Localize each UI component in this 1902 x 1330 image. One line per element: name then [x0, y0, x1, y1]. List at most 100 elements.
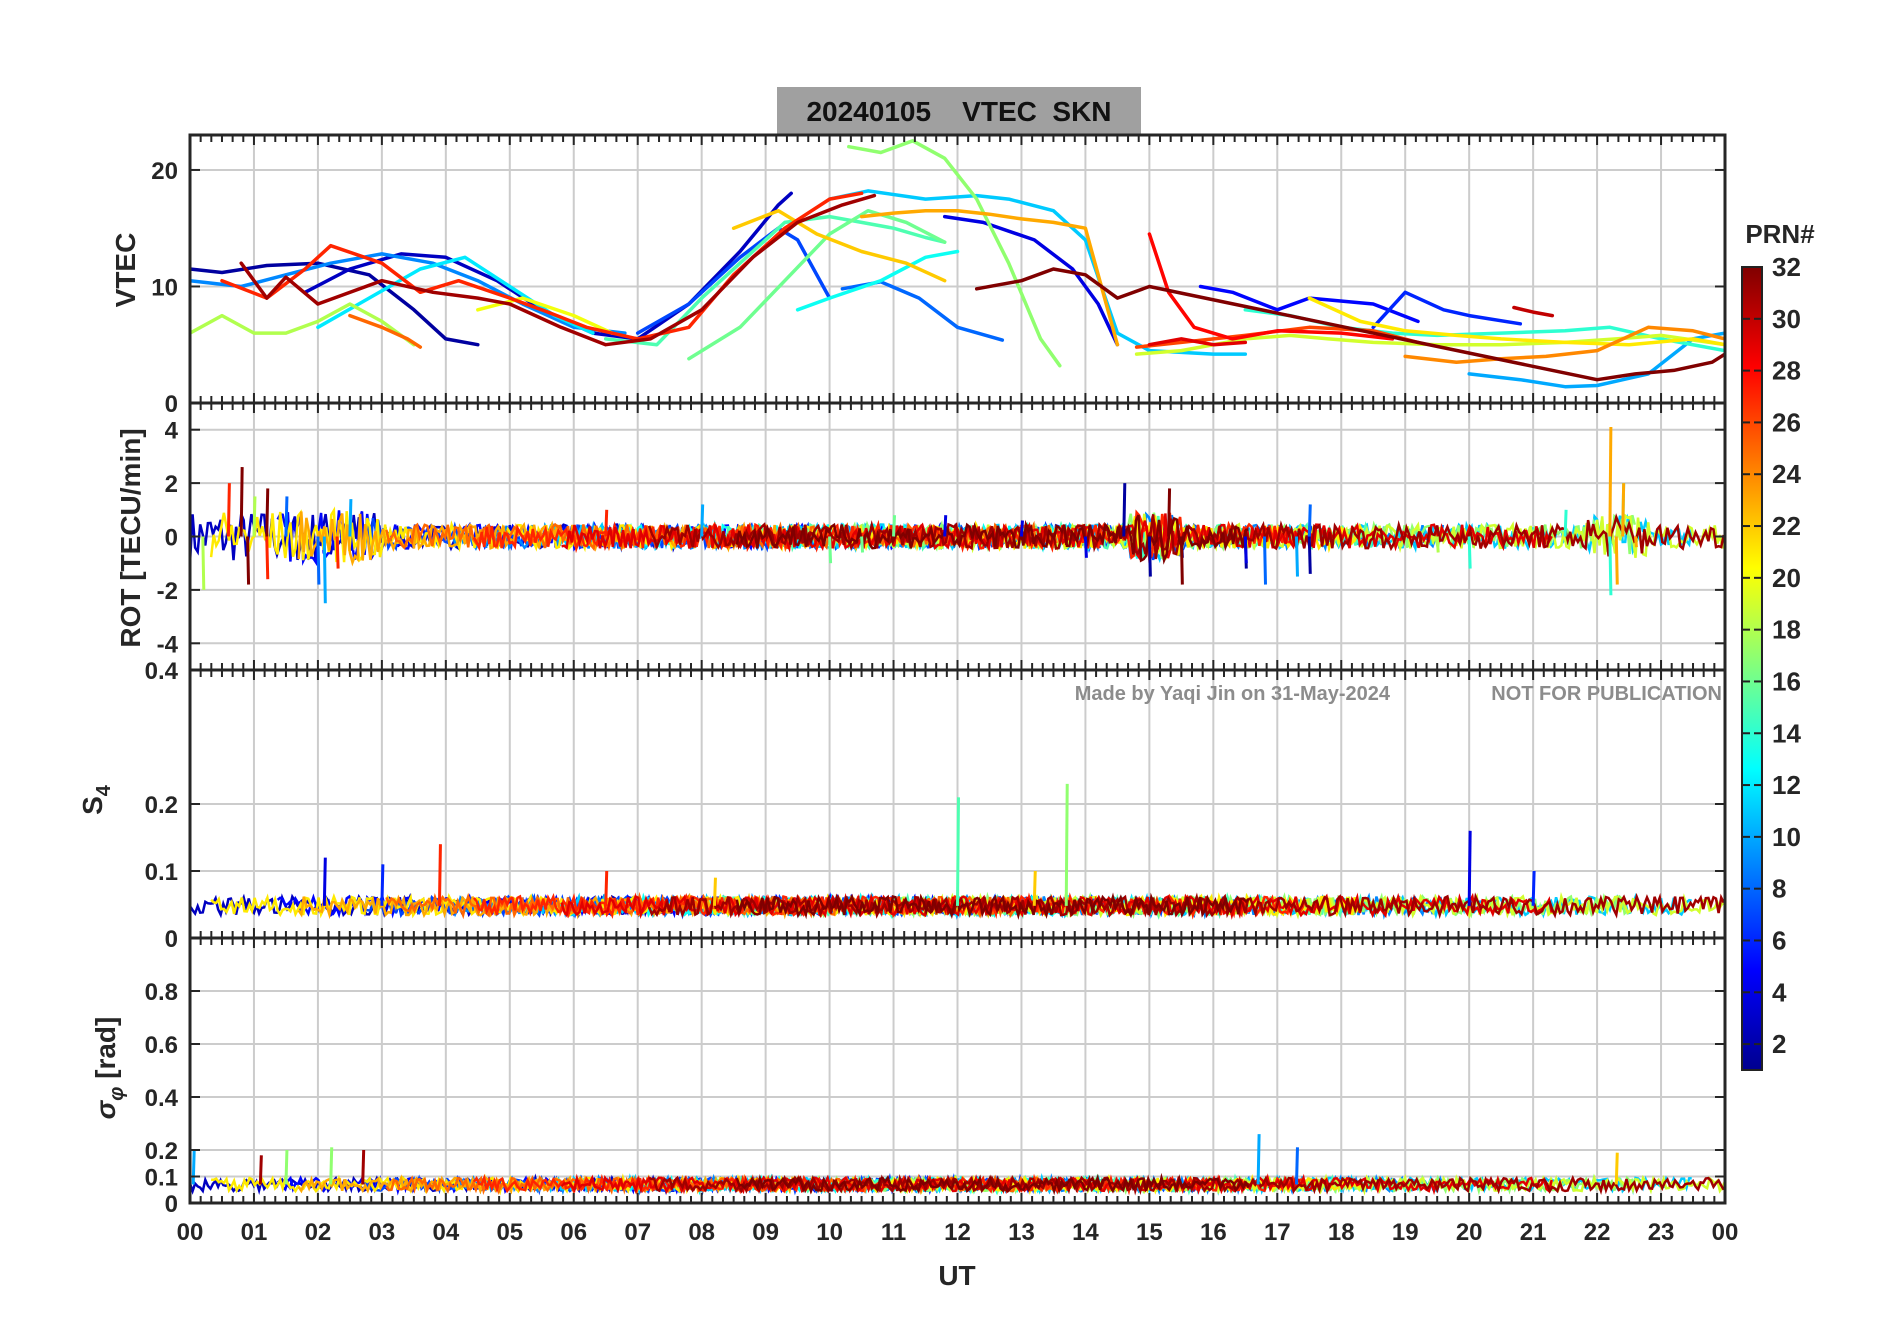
- x-tick-label: 21: [1520, 1219, 1547, 1246]
- x-tick-label: 12: [944, 1219, 971, 1246]
- rot-spike-prn-10: [700, 504, 705, 537]
- sigma_phi-spike-prn-10: [191, 1149, 196, 1185]
- y-tick-label: 0.1: [145, 859, 178, 886]
- y-tick-label: -2: [157, 578, 178, 605]
- x-tick-label: 09: [752, 1219, 779, 1246]
- rot-spike-prn-27: [265, 536, 270, 580]
- series-group: [190, 139, 1725, 389]
- x-tick-label: 23: [1648, 1219, 1675, 1246]
- sigma_phi-spike-prn-17: [284, 1149, 289, 1185]
- ylabel-s4: S4: [77, 784, 115, 815]
- x-tick-label: 10: [816, 1219, 843, 1246]
- colorbar-label: PRN#: [1745, 219, 1815, 249]
- s4-spike-prn-6: [1531, 870, 1536, 906]
- rot-spike-prn-16: [860, 536, 865, 553]
- rot-spike-prn-8: [1263, 536, 1267, 585]
- colorbar-tick-label: 26: [1772, 407, 1801, 437]
- x-tick-label: 17: [1264, 1219, 1291, 1246]
- y-tick-label: 0: [165, 525, 178, 552]
- x-tick-label: 15: [1136, 1219, 1163, 1246]
- y-tick-label: 0: [165, 926, 178, 953]
- svg-text:σφ [rad]: σφ [rad]: [90, 1017, 128, 1120]
- y-tick-label: 0.6: [145, 1032, 178, 1059]
- rot-spike-prn-4: [1019, 520, 1024, 537]
- rot-spike-prn-4: [1083, 536, 1088, 558]
- sigma_phi-spike-prn-8: [1294, 1147, 1299, 1185]
- vtec-series-prn-18: [190, 302, 416, 347]
- rot-spike-prn-32: [246, 536, 251, 585]
- vtec-series-prn-31: [239, 193, 877, 347]
- vtec-series-prn-6: [1371, 290, 1523, 330]
- y-tick-label: 0: [165, 391, 178, 418]
- s4-panel: 0 0.1 0.2 0.4: [145, 658, 1727, 953]
- x-tick-label: 05: [496, 1219, 523, 1246]
- rot-spike-prn-27: [226, 483, 231, 537]
- colorbar-tick-label: 22: [1772, 511, 1801, 541]
- x-tick-labels: 00 01 02 03 04 05 06 07 08 09 10 11 12 13 14 15 16 17 18 19…: [177, 1219, 1739, 1246]
- rot-series-prn-32: [735, 514, 1249, 565]
- y-tick-label: 4: [165, 418, 179, 445]
- vtec-series-prn-17: [847, 139, 1062, 368]
- series-group: [190, 783, 1725, 921]
- colorbar-tick-label: 28: [1772, 356, 1801, 386]
- rot-spike-prn-8: [316, 536, 321, 585]
- vtec-series-prn-24: [1403, 325, 1725, 364]
- x-tick-label: 13: [1008, 1219, 1035, 1246]
- vtec-series-prn-32: [974, 267, 1725, 382]
- sigma-phi-panel: 00.10.2 0.4 0.6 0.8: [145, 936, 1727, 1218]
- rot-spike-prn-14: [1563, 509, 1568, 537]
- vtec-series-prn-21: [1307, 296, 1725, 347]
- s4-spike-prn-15: [956, 797, 960, 906]
- s4-spike-prn-4: [1467, 830, 1472, 906]
- x-tick-label: 07: [624, 1219, 651, 1246]
- x-tick-label: 00: [1712, 1219, 1739, 1246]
- s4-spike-prn-17: [1064, 783, 1069, 906]
- colorbar-tick-label: 6: [1772, 925, 1786, 955]
- x-tick-label: 04: [432, 1219, 459, 1246]
- y-tick-label: 2: [165, 471, 178, 498]
- s4-spike-prn-22: [1032, 870, 1037, 906]
- vtec-panel: 0 10 20: [151, 133, 1727, 418]
- ylabel-sigma-phi: σφ [rad]: [90, 1017, 128, 1120]
- rot-spike-prn-27: [335, 536, 340, 569]
- x-tick-label: 06: [560, 1219, 587, 1246]
- rot-spike-prn-18: [201, 536, 206, 590]
- rot-spike-prn-14: [1467, 536, 1472, 569]
- vtec-series-prn-13: [795, 249, 960, 312]
- rot-spike-prn-16: [828, 536, 833, 564]
- chart-title: 20240105 VTEC SKN: [806, 96, 1111, 127]
- y-tick-label: 0.2: [145, 1138, 178, 1165]
- series-group: [190, 427, 1725, 604]
- rot-spike-prn-8: [1307, 504, 1312, 537]
- vtec-series-prn-29: [1147, 337, 1248, 347]
- vtec-series-prn-22: [731, 208, 947, 283]
- vtec-series-prn-2: [190, 261, 480, 347]
- y-tick-label: 0.4: [145, 658, 179, 685]
- colorbar-tick-label: 18: [1772, 615, 1801, 645]
- y-tick-label: 0.1: [145, 1165, 178, 1192]
- sigma_phi-spike-prn-10: [1256, 1134, 1261, 1185]
- s4-spike-prn-4: [322, 857, 327, 906]
- rot-spike-prn-32: [1179, 536, 1184, 585]
- rot-spike-prn-4: [1243, 536, 1248, 564]
- rot-spike-prn-2: [1307, 536, 1312, 574]
- colorbar-tick-label: 12: [1772, 770, 1801, 800]
- x-tick-label: 03: [369, 1219, 396, 1246]
- s4-spike-prn-22: [712, 877, 717, 906]
- svg-text:S4: S4: [77, 784, 115, 815]
- y-tick-label: 10: [151, 274, 178, 301]
- vtec-series-prn-7: [635, 226, 832, 335]
- vtec-series-prn-25: [348, 313, 423, 349]
- rot-spike-prn-14: [1608, 536, 1613, 596]
- vtec-series-prn-28: [1147, 232, 1395, 341]
- x-tick-label: 08: [688, 1219, 715, 1246]
- y-tick-label: -4: [157, 631, 179, 658]
- vtec-series-prn-5: [1198, 284, 1420, 324]
- colorbar-tick-label: 30: [1772, 304, 1801, 334]
- watermark-author: Made by Yaqi Jin on 31-May-2024: [1075, 683, 1391, 705]
- rot-spike-prn-10: [348, 499, 353, 537]
- colorbar: [1741, 266, 1763, 1071]
- sigma_phi-spike-prn-31: [361, 1149, 366, 1185]
- x-tick-label: 02: [305, 1219, 332, 1246]
